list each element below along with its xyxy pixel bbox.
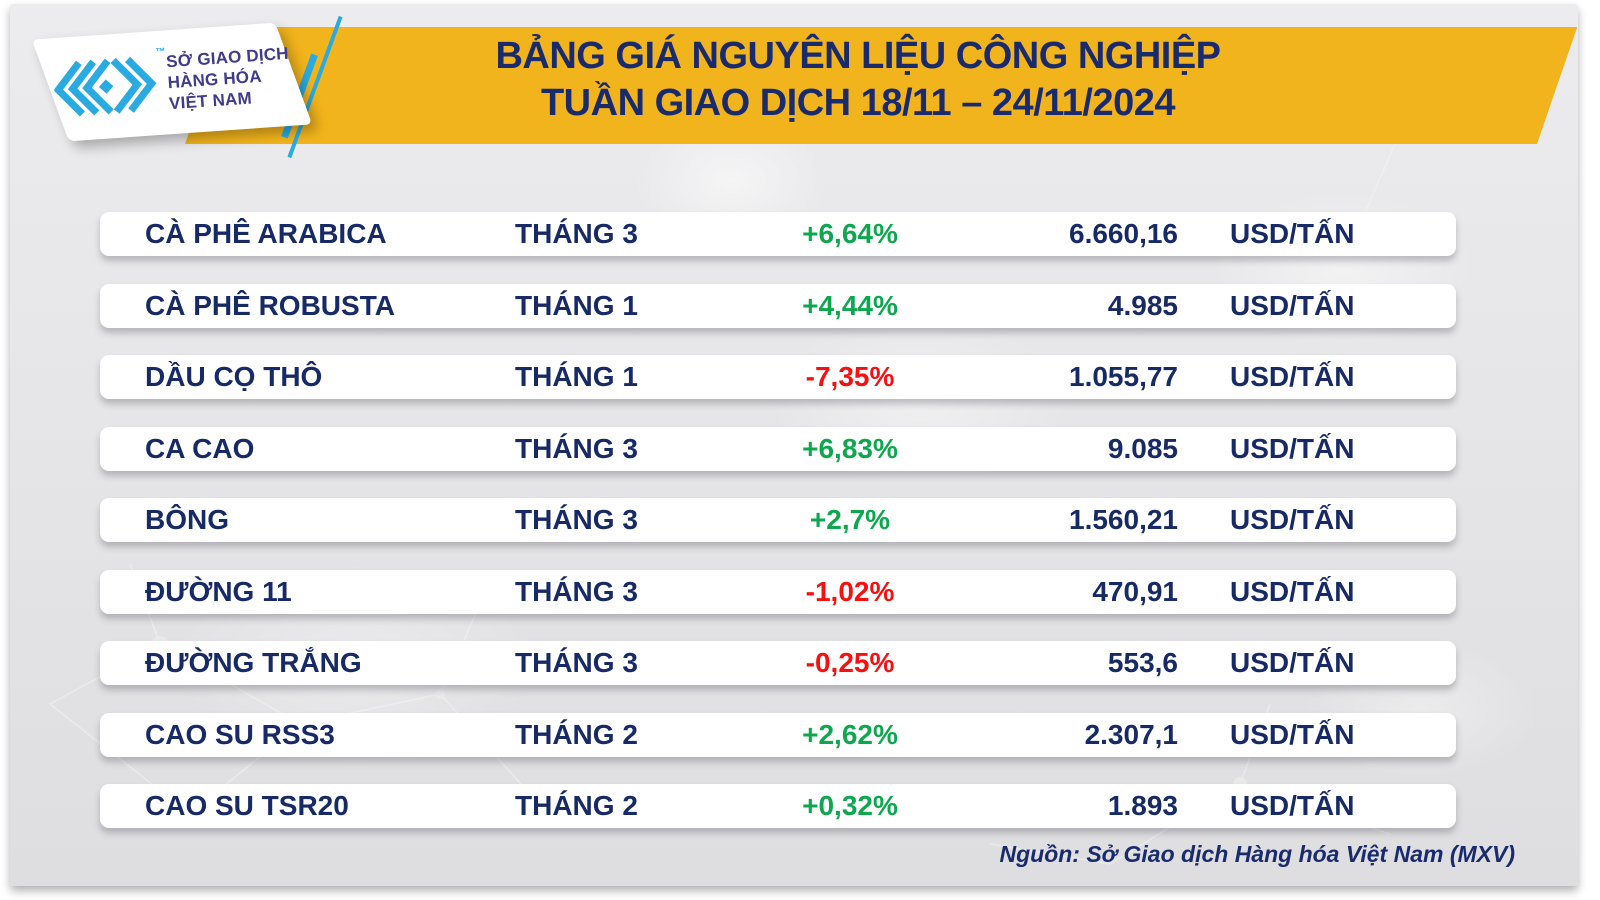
price-unit: USD/TẤN: [1230, 504, 1355, 535]
weekly-change: +2,62%: [802, 718, 898, 750]
price-value: 4.985: [1107, 289, 1178, 321]
price-unit: USD/TẤN: [1230, 647, 1355, 678]
weekly-change: +2,7%: [809, 504, 891, 535]
weekly-change: -7,35%: [805, 361, 895, 392]
commodity-name: CAO SU RSS3: [145, 718, 335, 750]
commodity-name: BÔNG: [145, 504, 229, 535]
contract-month: THÁNG 2: [515, 718, 638, 750]
mxv-logo-icon: ™: [51, 45, 166, 128]
price-value: 1.560,21: [1069, 504, 1178, 535]
source-note: Nguồn: Sở Giao dịch Hàng hóa Việt Nam (M…: [999, 841, 1515, 867]
weekly-change: +6,64%: [802, 218, 898, 249]
price-unit: USD/TẤN: [1230, 790, 1355, 821]
weekly-change: -1,02%: [805, 575, 895, 607]
price-unit: USD/TẤN: [1230, 718, 1355, 750]
table-row: BÔNG THÁNG 3 +2,7% 1.560,21 USD/TẤN: [100, 498, 1456, 542]
commodity-name: CAO SU TSR20: [145, 790, 349, 821]
page-title: BẢNG GIÁ NGUYÊN LIỆU CÔNG NGHIỆP TUẦN GI…: [330, 33, 1386, 138]
contract-month: THÁNG 1: [515, 289, 638, 321]
contract-month: THÁNG 3: [515, 647, 638, 678]
page-title-line1: BẢNG GIÁ NGUYÊN LIỆU CÔNG NGHIỆP: [495, 35, 1221, 77]
table-row: DẦU CỌ THÔ THÁNG 1 -7,35% 1.055,77 USD/T…: [100, 355, 1456, 399]
table-row: ĐƯỜNG 11 THÁNG 3 -1,02% 470,91 USD/TẤN: [100, 569, 1456, 614]
table-row: CAO SU TSR20 THÁNG 2 +0,32% 1.893 USD/TẤ…: [100, 784, 1456, 828]
price-unit: USD/TẤN: [1230, 289, 1355, 321]
table-row: CAO SU RSS3 THÁNG 2 +2,62% 2.307,1 USD/T…: [100, 712, 1456, 757]
price-unit: USD/TẤN: [1230, 218, 1355, 249]
table-row: CA CAO THÁNG 3 +6,83% 9.085 USD/TẤN: [100, 426, 1456, 471]
contract-month: THÁNG 1: [515, 361, 638, 392]
mxv-logo-text: SỞ GIAO DỊCH HÀNG HÓA VIỆT NAM: [165, 42, 292, 113]
commodity-name: CA CAO: [145, 432, 255, 464]
price-table: CÀ PHÊ ARABICA THÁNG 3 +6,64% 6.660,16 U…: [100, 212, 1456, 856]
commodity-name: DẦU CỌ THÔ: [145, 361, 323, 392]
background-panel: BẢNG GIÁ NGUYÊN LIỆU CÔNG NGHIỆP TUẦN GI…: [10, 4, 1578, 886]
table-row: ĐƯỜNG TRẮNG THÁNG 3 -0,25% 553,6 USD/TẤN: [100, 641, 1456, 685]
price-unit: USD/TẤN: [1230, 361, 1355, 392]
table-row: CÀ PHÊ ARABICA THÁNG 3 +6,64% 6.660,16 U…: [100, 212, 1456, 256]
price-value: 6.660,16: [1069, 218, 1178, 249]
price-value: 1.055,77: [1069, 361, 1178, 392]
price-unit: USD/TẤN: [1230, 575, 1355, 607]
mxv-logo-inner: ™ SỞ GIAO DỊCH HÀNG HÓA VIỆT NAM: [47, 22, 298, 143]
trademark-symbol: ™: [155, 46, 166, 59]
mxv-logo-card: ™ SỞ GIAO DỊCH HÀNG HÓA VIỆT NAM: [31, 22, 313, 143]
price-unit: USD/TẤN: [1230, 432, 1355, 464]
commodity-name: CÀ PHÊ ARABICA: [145, 218, 387, 249]
page-title-line2: TUẦN GIAO DỊCH 18/11 – 24/11/2024: [540, 82, 1176, 124]
price-value: 1.893: [1107, 790, 1178, 821]
weekly-change: -0,25%: [805, 647, 895, 678]
contract-month: THÁNG 3: [515, 504, 638, 535]
contract-month: THÁNG 3: [515, 575, 638, 607]
price-value: 553,6: [1107, 647, 1178, 678]
table-row: CÀ PHÊ ROBUSTA THÁNG 1 +4,44% 4.985 USD/…: [100, 283, 1456, 328]
price-value: 470,91: [1092, 575, 1178, 607]
commodity-name: ĐƯỜNG 11: [145, 575, 292, 607]
commodity-name: CÀ PHÊ ROBUSTA: [145, 289, 395, 321]
weekly-change: +6,83%: [802, 432, 898, 464]
commodity-name: ĐƯỜNG TRẮNG: [145, 647, 362, 678]
weekly-change: +0,32%: [802, 790, 898, 821]
contract-month: THÁNG 3: [515, 218, 638, 249]
contract-month: THÁNG 2: [515, 790, 638, 821]
price-value: 2.307,1: [1084, 718, 1178, 750]
contract-month: THÁNG 3: [515, 432, 638, 464]
price-value: 9.085: [1107, 432, 1178, 464]
weekly-change: +4,44%: [802, 289, 898, 321]
